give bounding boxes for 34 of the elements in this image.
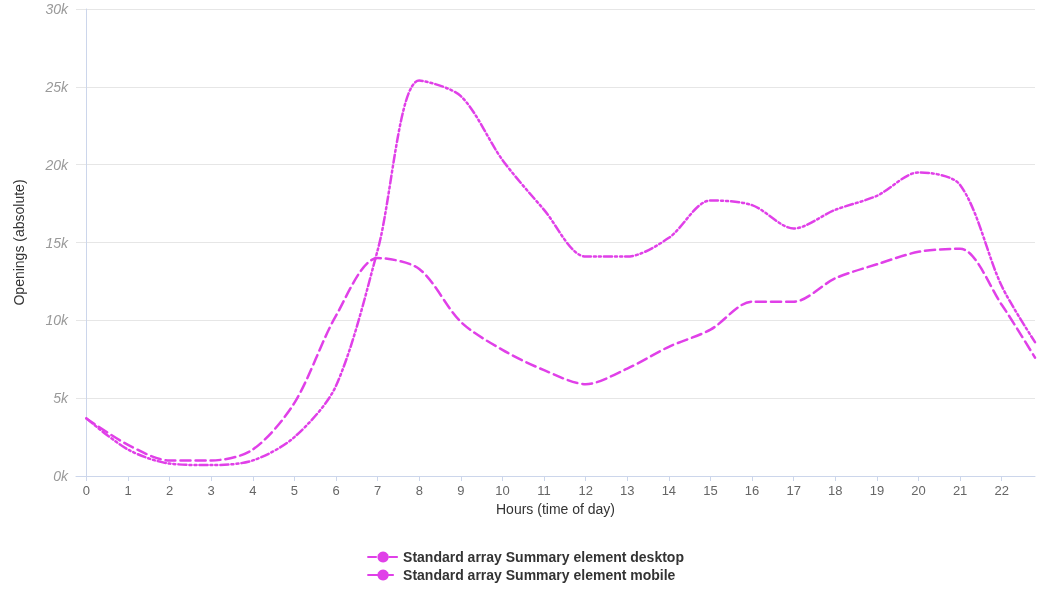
- x-tick-label: 2: [165, 483, 174, 498]
- x-tick-label: 18: [828, 483, 843, 498]
- legend-label: Standard array Summary element desktop: [403, 549, 684, 565]
- y-tick-label: 10k: [45, 312, 69, 329]
- y-tick-label: 20k: [44, 156, 69, 173]
- x-tick-label: 8: [415, 483, 423, 498]
- x-tick-label: 22: [994, 483, 1009, 498]
- y-tick-label: 15k: [45, 234, 69, 251]
- x-tick-label: 9: [457, 483, 465, 498]
- x-tick-label: 20: [911, 483, 926, 498]
- x-tick-label: 11: [537, 483, 551, 498]
- x-tick-label: 17: [786, 483, 801, 498]
- x-tick-label: 14: [661, 483, 677, 498]
- y-tick-label: 25k: [44, 78, 69, 95]
- x-tick-label: 12: [578, 483, 593, 498]
- x-tick-label: 7: [374, 483, 382, 498]
- x-axis-title: Hours (time of day): [495, 500, 616, 517]
- x-tick-label: 4: [249, 483, 257, 498]
- x-tick-label: 16: [744, 483, 760, 498]
- y-tick-label: 5k: [53, 390, 69, 407]
- x-tick-label: 3: [207, 483, 215, 498]
- x-tick-label: 5: [290, 483, 299, 498]
- x-tick-label: 21: [952, 483, 968, 498]
- x-tick-label: 6: [332, 483, 340, 498]
- legend-label: Standard array Summary element mobile: [403, 567, 676, 583]
- x-tick-label: 15: [703, 483, 718, 498]
- x-tick-label: 10: [495, 483, 510, 498]
- y-tick-label: 30k: [45, 1, 69, 17]
- x-tick-label: 1: [124, 483, 132, 498]
- y-tick-label: 0k: [53, 468, 69, 484]
- x-tick-label: 13: [620, 483, 635, 498]
- x-tick-label: 0: [82, 483, 91, 498]
- x-tick-label: 19: [869, 483, 885, 498]
- y-axis-title: Openings (absolute): [11, 179, 27, 306]
